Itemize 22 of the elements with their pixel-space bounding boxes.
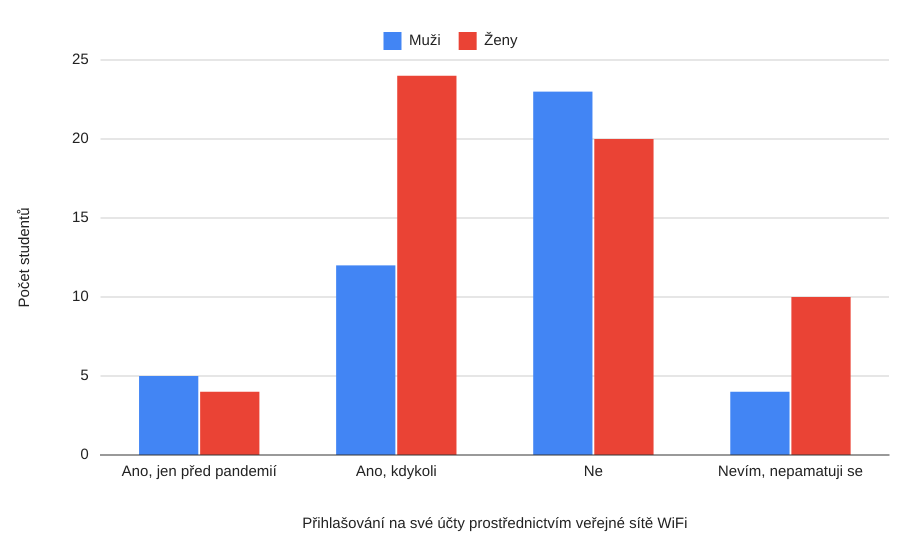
legend-label: Ženy [484, 31, 518, 50]
y-tick-label: 0 [80, 446, 89, 464]
bar [594, 139, 654, 454]
bar [533, 92, 592, 454]
x-tick-label: Ano, jen před pandemií [122, 463, 278, 480]
y-axis-title: Počet studentů [16, 207, 34, 308]
y-tick-label: 25 [72, 51, 89, 68]
bar [200, 392, 260, 454]
x-tick-label: Nevím, nepamatuji se [718, 463, 863, 480]
bar [397, 76, 456, 454]
x-tick-label: Ne [584, 463, 603, 480]
legend-label: Muži [408, 32, 441, 50]
x-tick-label: Ano, kdykoli [356, 463, 437, 480]
bar [730, 392, 790, 454]
y-tick-label: 15 [72, 209, 89, 226]
bar [336, 265, 396, 454]
y-tick-label: 10 [72, 288, 89, 306]
y-tick-label: 5 [80, 367, 89, 384]
y-tick-label: 20 [72, 130, 89, 148]
x-axis-title: Přihlašování na své účty prostřednictvím veřejné sítě WiFi [302, 515, 688, 532]
bar [791, 297, 851, 454]
bar [139, 376, 198, 454]
